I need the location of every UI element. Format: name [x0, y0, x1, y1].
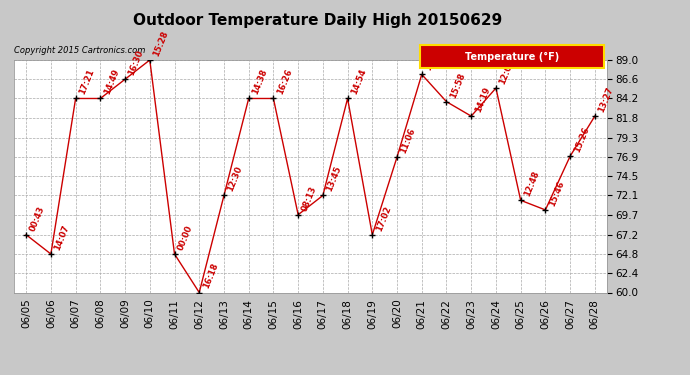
Text: 00:00: 00:00	[177, 224, 195, 252]
Text: 14:38: 14:38	[250, 68, 269, 96]
Text: 14:19: 14:19	[473, 86, 491, 114]
Text: 13:27: 13:27	[597, 86, 615, 114]
Text: 14:07: 14:07	[53, 224, 71, 252]
Text: Temperature (°F): Temperature (°F)	[465, 51, 560, 62]
Text: Copyright 2015 Cartronics.com: Copyright 2015 Cartronics.com	[14, 46, 145, 56]
Text: 00:43: 00:43	[28, 204, 46, 232]
Text: 17:21: 17:21	[77, 68, 96, 96]
Text: 14:54: 14:54	[350, 68, 368, 96]
Text: 17:02: 17:02	[374, 204, 393, 232]
FancyBboxPatch shape	[420, 45, 604, 68]
Text: 12:48: 12:48	[522, 170, 541, 198]
Text: 12:30: 12:30	[226, 165, 244, 193]
Text: 08:13: 08:13	[300, 184, 318, 212]
Text: 16:18: 16:18	[201, 262, 219, 290]
Text: 14:49: 14:49	[102, 68, 121, 96]
Text: 11:06: 11:06	[399, 126, 417, 154]
Text: 12:00: 12:00	[498, 58, 516, 86]
Text: 15:46: 15:46	[547, 179, 566, 207]
Text: 16:26: 16:26	[275, 68, 294, 96]
Text: 14:32: 14:32	[424, 44, 442, 72]
Text: 13:45: 13:45	[325, 165, 343, 193]
Text: 15:28: 15:28	[152, 29, 170, 58]
Text: 16:30: 16:30	[127, 49, 146, 77]
Text: 15:26: 15:26	[572, 126, 591, 154]
Text: 15:58: 15:58	[448, 71, 467, 99]
Text: Outdoor Temperature Daily High 20150629: Outdoor Temperature Daily High 20150629	[132, 13, 502, 28]
